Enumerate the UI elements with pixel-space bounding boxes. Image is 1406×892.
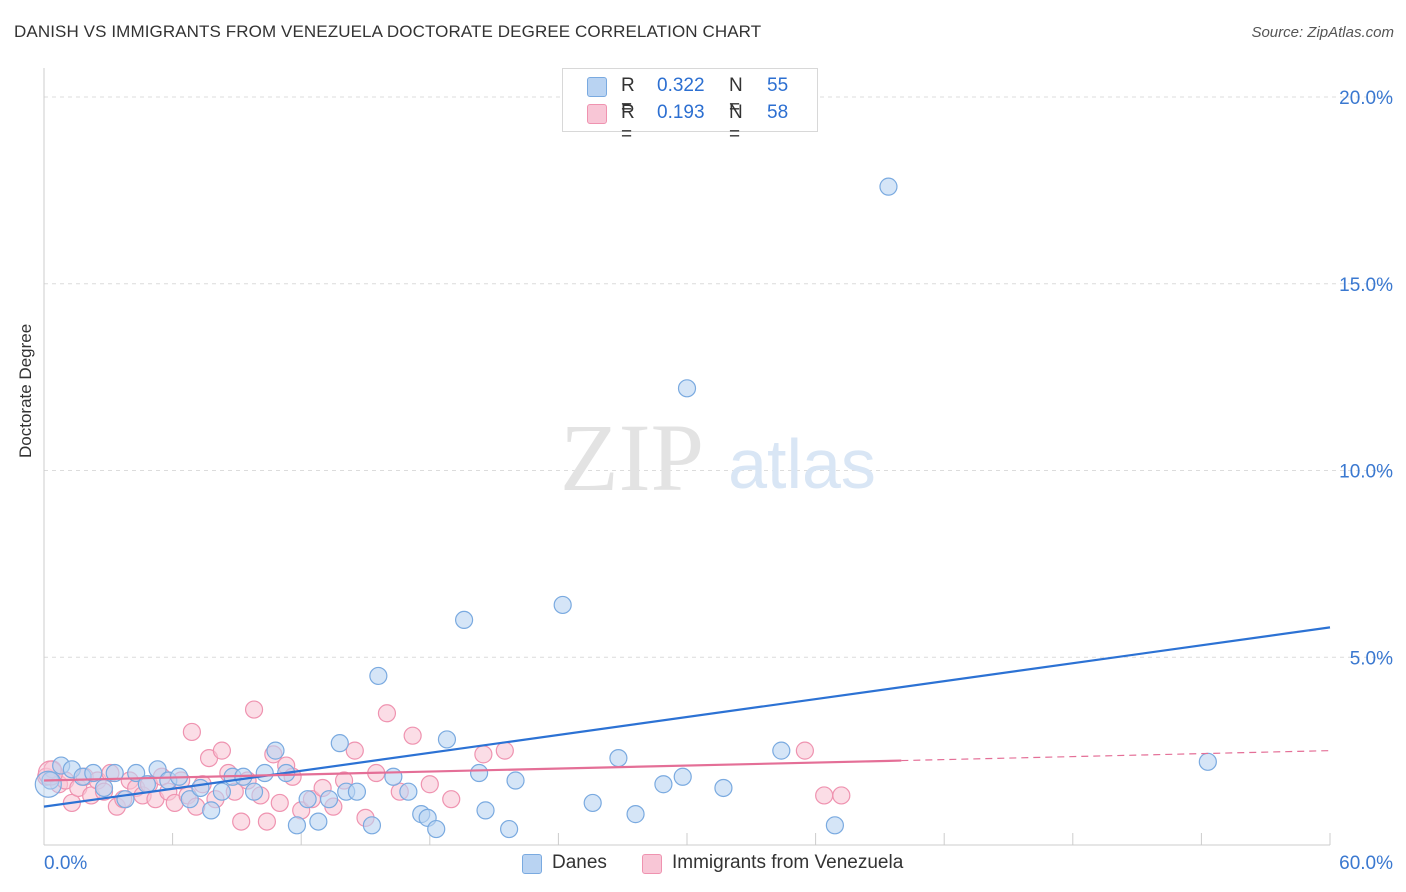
venezuela-point-45 [345, 741, 364, 760]
source-label: Source: ZipAtlas.com [1251, 24, 1394, 41]
danes-point-37 [437, 730, 457, 749]
venezuela-trend-line [43, 759, 902, 782]
danes-point-23 [287, 816, 307, 835]
danes-point-49 [673, 767, 692, 786]
danes-point-50 [714, 778, 733, 798]
danes-trend-line [43, 626, 1331, 808]
venezuela-point-53 [474, 745, 493, 764]
danes-point-6 [105, 763, 124, 783]
danes-point-38 [454, 610, 474, 630]
venezuela-n-label: N = [729, 102, 743, 145]
danes-n-label: N = [729, 75, 743, 118]
venezuela-point-23 [182, 722, 201, 742]
danes-point-21 [266, 741, 285, 760]
axes [43, 68, 1331, 846]
danes-point-36 [427, 819, 446, 839]
danes-point-4 [84, 763, 103, 783]
danes-point-33 [399, 782, 418, 801]
venezuela-point-52 [442, 790, 461, 809]
danes-point-39 [469, 763, 489, 783]
stats-legend: R = 0.322 N = 55 R = 0.193 N = 58 [562, 68, 818, 145]
venezuela-point-55 [795, 741, 814, 760]
danes-point-43 [553, 595, 572, 615]
venezuela-point-33 [244, 700, 264, 719]
venezuela-point-48 [377, 704, 397, 723]
danes-point-7 [116, 790, 135, 809]
danes-point-45 [609, 748, 628, 768]
grid-lines [44, 96, 1394, 658]
danes-point-cluster [34, 770, 62, 798]
danes-point-27 [330, 734, 349, 753]
venezuela-r-value: 0.193 [657, 102, 705, 123]
danes-point-47 [654, 775, 673, 794]
danes-point-29 [347, 782, 367, 801]
venezuela-point-56 [815, 786, 834, 805]
danes-point-41 [500, 819, 519, 839]
danes-point-14 [191, 778, 210, 798]
tick-labels: 5.0% 10.0% 15.0% 20.0% 0.0% 60.0% [44, 88, 1393, 874]
watermark-zip: ZIP [560, 404, 704, 511]
danes-swatch [587, 77, 607, 97]
danes-point-44 [583, 793, 602, 813]
y-axis-label: Doctorate Degree [16, 323, 35, 458]
bottom-venezuela-label: Immigrants from Venezuela [672, 852, 904, 873]
danes-point-30 [362, 816, 382, 835]
venezuela-trend-line-dashed [901, 750, 1331, 762]
bottom-venezuela-swatch [642, 854, 662, 874]
danes-point-26 [319, 790, 339, 809]
venezuela-point-54 [495, 741, 514, 760]
danes-n-value: 55 [767, 75, 789, 96]
trend-lines [43, 626, 1331, 808]
bottom-danes-label: Danes [552, 852, 607, 873]
danes-point-40 [476, 801, 495, 820]
danes-r-value: 0.322 [657, 75, 705, 96]
danes-point-53 [879, 177, 898, 196]
y-tick-label-0: 5.0% [1350, 648, 1393, 669]
watermark-atlas: atlas [728, 425, 876, 503]
venezuela-point-50 [403, 726, 422, 745]
chart-title: DANISH VS IMMIGRANTS FROM VENEZUELA DOCT… [14, 22, 762, 41]
venezuela-point-35 [257, 812, 277, 831]
danes-point-46 [626, 805, 645, 824]
y-tick-label-2: 15.0% [1339, 275, 1393, 296]
y-tick-label-1: 10.0% [1339, 462, 1393, 483]
venezuela-point-31 [232, 812, 251, 831]
bottom-danes-swatch [522, 854, 542, 874]
danes-point-16 [212, 782, 231, 801]
watermark: ZIP atlas [560, 404, 876, 511]
danes-point-31 [369, 666, 388, 686]
venezuela-point-28 [212, 741, 231, 760]
y-tick-label-3: 20.0% [1339, 88, 1393, 109]
x-tick-label-0: 0.0% [44, 853, 87, 874]
venezuela-point-37 [270, 793, 289, 813]
danes-point-15 [202, 801, 221, 820]
venezuela-swatch [587, 104, 607, 124]
danes-point-5 [94, 778, 114, 798]
danes-point-32 [384, 767, 403, 786]
danes-point-54 [1198, 752, 1217, 771]
danes-point-52 [825, 816, 844, 835]
venezuela-r-label: R = [621, 102, 635, 145]
danes-point-25 [309, 812, 328, 831]
venezuela-point-57 [832, 786, 851, 805]
danes-r-label: R = [621, 75, 635, 118]
venezuela-n-value: 58 [767, 102, 789, 123]
danes-point-13 [180, 790, 199, 809]
venezuela-point-51 [420, 775, 439, 794]
danes-point-42 [506, 771, 525, 790]
danes-point-51 [772, 741, 791, 760]
danes-point-20 [255, 763, 274, 783]
danes-point-24 [298, 790, 317, 809]
x-tick-label-1: 60.0% [1339, 853, 1393, 874]
danes-point-19 [244, 782, 264, 801]
danes-point-48 [677, 379, 697, 398]
